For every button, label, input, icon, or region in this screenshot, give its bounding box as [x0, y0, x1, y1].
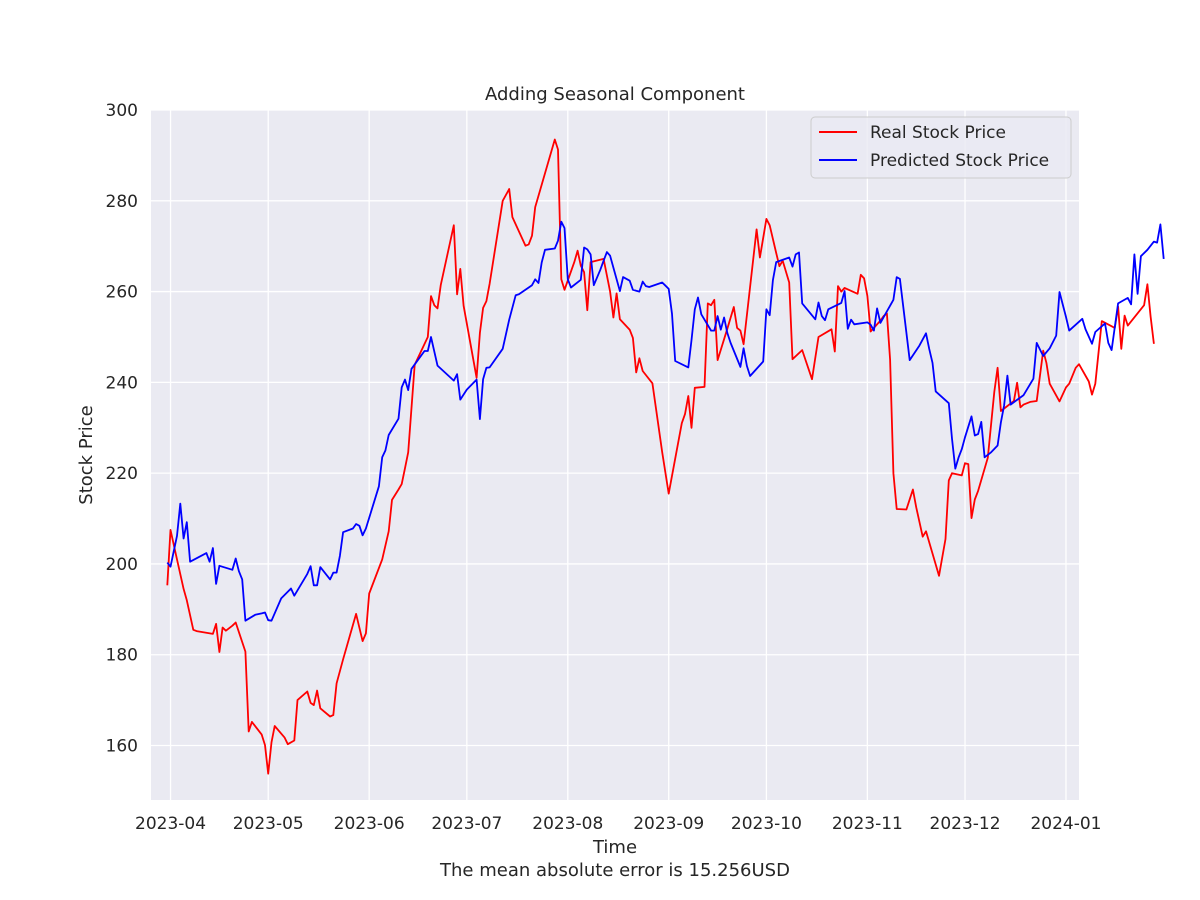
legend-label: Real Stock Price [870, 123, 1006, 143]
y-tick-label: 200 [106, 555, 138, 575]
legend-frame [810, 116, 1072, 179]
x-tick-label: 2023-11 [832, 814, 903, 834]
y-axis-ticks: 160 180 200 220 240 260 280 300 [106, 101, 138, 757]
x-axis-ticks: 2023-04 2023-05 2023-06 2023-07 2023-08 2023-… [135, 814, 1101, 834]
series-line-predicted-stock-price [166, 220, 1165, 622]
series-lines [166, 138, 1165, 775]
x-tick-label: 2023-08 [532, 814, 603, 834]
x-axis-title: Time [592, 837, 637, 858]
y-tick-label: 260 [106, 283, 138, 303]
y-tick-label: 240 [106, 373, 138, 393]
series-line-real-stock-price [166, 138, 1155, 775]
y-tick-label: 280 [106, 192, 138, 212]
y-tick-label: 180 [106, 646, 138, 666]
x-tick-label: 2023-12 [930, 814, 1001, 834]
x-tick-label: 2023-10 [731, 814, 802, 834]
mean-absolute-error-text: The mean absolute error is 15.256USD [439, 860, 790, 881]
x-tick-label: 2023-09 [633, 814, 704, 834]
chart-title: Adding Seasonal Component [485, 84, 745, 105]
x-tick-label: 2024-01 [1030, 814, 1101, 834]
plot-area [151, 110, 1079, 800]
legend: Real Stock Price Predicted Stock Price [810, 116, 1072, 179]
y-axis-title: Stock Price [76, 405, 97, 504]
gridlines [151, 109, 1079, 800]
y-tick-label: 160 [106, 737, 138, 757]
x-tick-label: 2023-04 [135, 814, 206, 834]
x-tick-label: 2023-07 [431, 814, 502, 834]
legend-label: Predicted Stock Price [870, 151, 1049, 171]
x-tick-label: 2023-06 [334, 814, 405, 834]
x-tick-label: 2023-05 [233, 814, 304, 834]
y-tick-label: 300 [106, 101, 138, 121]
y-tick-label: 220 [106, 464, 138, 484]
